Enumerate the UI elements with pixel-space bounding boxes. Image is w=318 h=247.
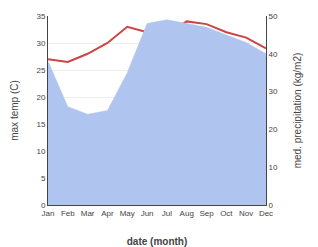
svg-text:Apr: Apr — [101, 209, 114, 218]
svg-text:May: May — [120, 209, 135, 218]
svg-text:5: 5 — [41, 174, 46, 183]
svg-text:Feb: Feb — [61, 209, 75, 218]
svg-text:date (month): date (month) — [127, 236, 188, 247]
svg-text:Dec: Dec — [259, 209, 273, 218]
svg-text:30: 30 — [36, 39, 45, 48]
svg-text:med. precipitation (kg/m2): med. precipitation (kg/m2) — [292, 53, 303, 169]
svg-text:40: 40 — [269, 50, 278, 59]
svg-text:0: 0 — [41, 201, 46, 210]
svg-text:Sep: Sep — [199, 209, 214, 218]
svg-text:Nov: Nov — [239, 209, 253, 218]
svg-text:10: 10 — [36, 147, 45, 156]
svg-text:Jul: Jul — [162, 209, 172, 218]
svg-text:10: 10 — [269, 163, 278, 172]
svg-text:max temp (C): max temp (C) — [9, 80, 20, 141]
svg-text:Mar: Mar — [81, 209, 95, 218]
svg-text:20: 20 — [36, 93, 45, 102]
svg-text:15: 15 — [36, 120, 45, 129]
svg-text:Jun: Jun — [141, 209, 154, 218]
svg-text:Jan: Jan — [42, 209, 55, 218]
svg-text:Oct: Oct — [220, 209, 233, 218]
svg-text:Aug: Aug — [180, 209, 194, 218]
svg-text:30: 30 — [269, 87, 278, 96]
svg-text:0: 0 — [269, 201, 274, 210]
svg-text:35: 35 — [36, 12, 45, 21]
svg-text:25: 25 — [36, 66, 45, 75]
svg-text:20: 20 — [269, 125, 278, 134]
svg-text:50: 50 — [269, 12, 278, 21]
